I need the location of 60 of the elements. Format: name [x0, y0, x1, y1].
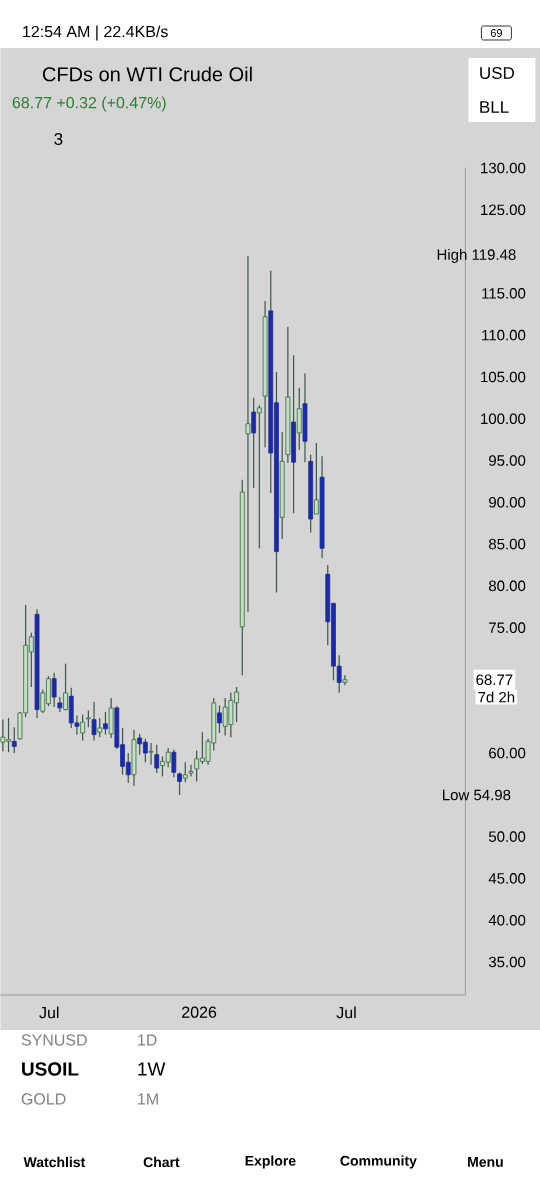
candlestick [102, 711, 108, 736]
candlestick [62, 663, 68, 712]
candlestick [51, 672, 57, 708]
candlestick [97, 717, 102, 738]
y-tick-label: 50.00 [488, 831, 526, 842]
text: 1D [137, 1034, 157, 1046]
x-tick-label: Jul [39, 1006, 59, 1019]
y-tick-label: 45.00 [488, 873, 526, 884]
candlestick [91, 701, 97, 742]
candlestick [171, 749, 177, 778]
candlestick [176, 771, 182, 796]
chart-title: CFDs on WTI Crude Oil [42, 66, 252, 82]
candlestick [80, 713, 85, 742]
text: SYNUSD [21, 1034, 87, 1046]
y-tick-label: 130.00 [480, 162, 526, 174]
x-tick-label: Jul [336, 1006, 356, 1019]
y-tick-label: 110.00 [482, 329, 526, 341]
candlestick [188, 764, 194, 778]
y-tick-label: 90.00 [488, 496, 526, 508]
y-tick-label: 100.00 [480, 413, 526, 425]
y-tick-label: 40.00 [488, 914, 526, 926]
chart-subtitle: 68.77 +0.32 (+0.47%) [12, 96, 166, 112]
text: 1M [137, 1093, 158, 1105]
text: Explore [245, 1155, 296, 1169]
candlestick [342, 674, 348, 686]
candlestick [148, 742, 154, 766]
annotation: High 119.48 [437, 248, 516, 263]
candlestick [313, 442, 319, 515]
text: BLL [480, 101, 509, 113]
text: 68.77 [476, 674, 513, 686]
candlestick [251, 397, 256, 489]
text: Chart [143, 1156, 180, 1168]
text: 1W [138, 1062, 166, 1076]
text: 7d 2h [478, 691, 514, 703]
text: Watchlist [23, 1156, 85, 1168]
y-tick-label: 115.00 [482, 288, 526, 299]
candlestick [216, 704, 222, 734]
text: Menu [467, 1157, 503, 1167]
text: Community [340, 1155, 417, 1169]
y-tick-label: 80.00 [488, 580, 526, 592]
text: 3 [54, 132, 63, 146]
text: USD [480, 66, 514, 80]
text: 69 [490, 29, 502, 37]
candlestick [11, 726, 17, 754]
y-tick-label: 125.00 [480, 204, 526, 216]
y-tick-label: 35.00 [488, 956, 526, 968]
y-tick-label: 75.00 [488, 622, 526, 633]
candlestick [245, 255, 251, 613]
y-tick-label: 105.00 [480, 371, 526, 383]
y-tick-label: 95.00 [488, 455, 526, 466]
x-tick-label: 2026 [181, 1006, 216, 1018]
candlestick [154, 744, 159, 774]
candlestick [256, 404, 262, 549]
candlestick [182, 761, 188, 783]
y-tick-label: 85.00 [488, 538, 526, 550]
annotation: Low 54.98 [442, 789, 511, 801]
y-tick-label: 60.00 [488, 747, 526, 759]
text: 12:54 AM | 22.4KB/s [22, 25, 168, 41]
text: GOLD [21, 1093, 66, 1105]
text: USOIL [21, 1062, 79, 1076]
